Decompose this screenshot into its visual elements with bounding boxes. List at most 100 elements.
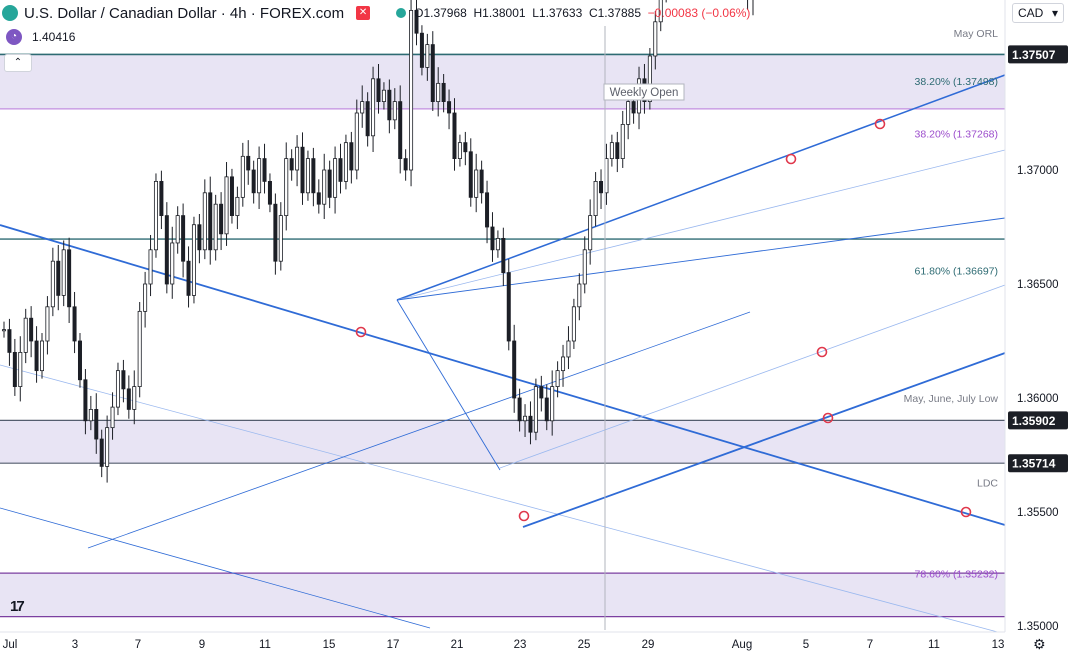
candlesticks (2, 0, 754, 483)
time-tick-label: 21 (451, 639, 464, 651)
price-tick-label: 1.35000 (1017, 621, 1059, 633)
price-axis[interactable]: 1.35000 1.35500 1.36000 1.36500 1.37000 1.375… (1004, 0, 1069, 653)
level-label: May ORL (954, 28, 999, 40)
ohlc-readout: O1.37968 H1.38001 L1.37633 C1.37885 −0.0… (414, 6, 750, 20)
candle-body (403, 158, 408, 171)
candle-body (485, 192, 490, 228)
indicator-legend: ◔ 1.40416 (6, 29, 75, 45)
candle-body (593, 180, 598, 216)
time-tick-label: Aug (732, 639, 752, 651)
candle-body (376, 78, 381, 103)
time-tick-label: 17 (387, 639, 400, 651)
candle-body (626, 101, 631, 125)
flag-icon (2, 5, 18, 21)
candle-body (539, 386, 544, 399)
trend-line (396, 74, 1006, 301)
currency-selector[interactable]: CAD ▾ (1012, 3, 1064, 23)
candle-body (452, 112, 457, 159)
candle-body (555, 370, 560, 388)
candle-body (506, 272, 511, 342)
candle-body (94, 408, 99, 440)
candle-body (349, 142, 354, 171)
level-label: LDC (977, 477, 998, 489)
level-label: 61.80% (1.36697) (915, 265, 998, 277)
candle-body (381, 89, 386, 102)
time-axis[interactable]: Jul 3 7 9 11 15 17 21 23 25 29 Aug 5 7 11 13 (0, 631, 1069, 653)
candle-body (18, 351, 23, 387)
trend-line (87, 311, 751, 549)
trend-line (0, 364, 1006, 635)
candle-body (354, 112, 359, 171)
candle-body (159, 180, 164, 216)
trend-channels (0, 74, 1006, 635)
candle-body (143, 283, 148, 312)
time-tick-label: 7 (867, 639, 873, 651)
candle-body (72, 306, 77, 342)
collapse-legend-button[interactable]: ⌃ (4, 54, 32, 72)
candle-body (126, 388, 131, 410)
candle-body (45, 306, 50, 342)
gear-icon[interactable]: ⚙ (1033, 636, 1046, 652)
ohlc-open: O1.37968 (414, 6, 467, 20)
candle-body (582, 249, 587, 285)
candle-body (12, 351, 17, 387)
candle-body (83, 379, 88, 422)
candle-body (588, 215, 593, 251)
level-label: 38.20% (1.37498) (915, 76, 998, 88)
indicator-value: 1.40416 (32, 30, 76, 44)
candle-body (213, 203, 218, 251)
candle-body (327, 169, 332, 198)
time-tick-label: 15 (323, 639, 336, 651)
candle-body (517, 397, 522, 422)
pivot-circle (960, 506, 972, 518)
support-resistance-zones (0, 53, 1005, 618)
candle-body (273, 203, 278, 262)
candle-body (7, 329, 12, 353)
pivot-circle (518, 510, 530, 522)
candle-body (430, 44, 435, 102)
candle-body (202, 192, 207, 251)
candle-body (550, 386, 555, 422)
candle-body (208, 192, 213, 251)
candle-body (523, 415, 528, 422)
chevron-down-icon: ▾ (1051, 6, 1058, 20)
candle-body (132, 386, 137, 410)
candle-body (2, 329, 7, 332)
pivot-markers (355, 118, 972, 522)
symbol-title[interactable]: U.S. Dollar / Canadian Dollar · 4h · FOR… (24, 4, 345, 22)
candle-body (110, 406, 115, 429)
candle-body (170, 242, 175, 285)
time-tick-label: 9 (199, 639, 205, 651)
candle-body (137, 310, 142, 387)
trend-line (499, 284, 1006, 469)
time-tick-label: 23 (514, 639, 527, 651)
tradingview-logo[interactable]: 17 (10, 598, 25, 615)
candle-body (99, 438, 104, 467)
candle-body (88, 408, 93, 422)
candle-body (561, 356, 566, 372)
candle-body (322, 169, 327, 205)
candle-body (533, 386, 538, 433)
candle-body (544, 397, 549, 422)
price-tag-label: 1.37507 (1012, 48, 1056, 62)
candle-body (105, 427, 110, 467)
candle-body (371, 78, 376, 137)
indicator-icon[interactable]: ◔ (6, 29, 22, 45)
candle-body (360, 101, 365, 114)
candle-body (387, 89, 392, 121)
close-icon[interactable]: ✕ (356, 6, 371, 20)
trend-line (396, 149, 1006, 301)
zone-band (0, 54, 1005, 109)
time-axis-bg (0, 632, 1069, 653)
time-tick-label: 13 (992, 639, 1005, 651)
candle-body (267, 180, 272, 205)
weekly-open-marker: Weekly Open (603, 26, 685, 630)
candle-body (67, 249, 72, 308)
level-label: 38.20% (1.37268) (915, 129, 998, 141)
level-label: May, June, July Low (904, 393, 999, 405)
candle-body (121, 370, 126, 390)
candle-body (414, 9, 419, 34)
candle-body (631, 101, 636, 114)
market-status-icon (396, 8, 407, 18)
